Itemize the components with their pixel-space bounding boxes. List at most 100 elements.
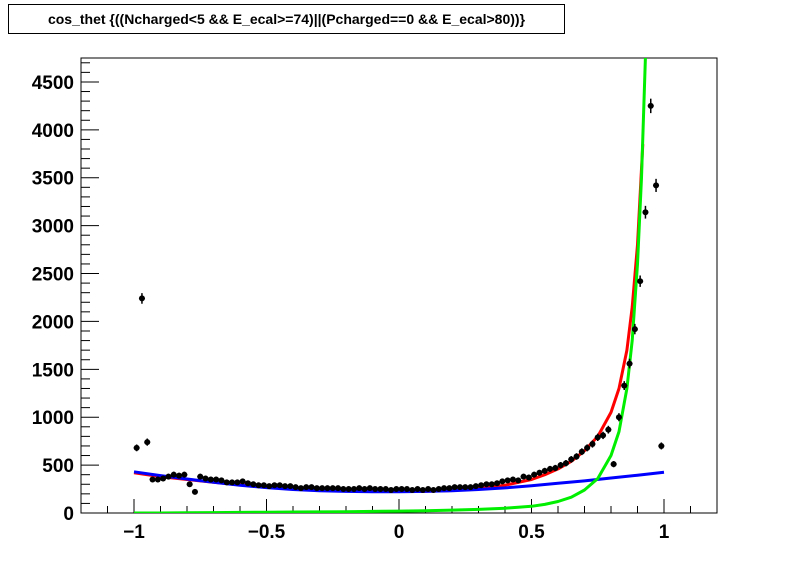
data-point: [329, 485, 336, 492]
data-point: [483, 481, 490, 488]
plot-frame: [80, 57, 718, 514]
data-point: [382, 486, 389, 493]
data-point: [165, 473, 172, 480]
y-tick-label: 2000: [32, 312, 74, 333]
data-point: [213, 476, 220, 483]
data-point: [154, 476, 161, 483]
data-point: [419, 487, 426, 494]
y-tick-label: 4500: [32, 73, 74, 94]
y-tick-label: 1500: [32, 360, 74, 381]
data-point: [324, 485, 331, 492]
data-point: [202, 475, 209, 482]
data-point: [504, 477, 511, 484]
data-point: [149, 476, 156, 483]
data-point: [525, 474, 532, 481]
data-point: [244, 480, 251, 487]
data-point: [319, 485, 326, 492]
data-point: [223, 479, 230, 486]
data-point: [536, 469, 543, 476]
data-point: [594, 434, 601, 441]
data-point: [377, 486, 384, 493]
data-point: [642, 209, 649, 216]
data-point: [531, 471, 538, 478]
x-tick-label: −0.5: [248, 522, 286, 543]
data-point: [361, 486, 368, 493]
data-point: [266, 483, 273, 490]
data-point: [409, 487, 416, 494]
data-point: [345, 486, 352, 493]
data-point: [292, 484, 299, 491]
data-point: [197, 473, 204, 480]
data-point: [547, 465, 554, 472]
data-point: [414, 486, 421, 493]
data-point: [435, 486, 442, 493]
x-tick-label: −1: [123, 522, 145, 543]
data-point: [271, 482, 278, 489]
data-point: [621, 382, 628, 389]
data-point: [176, 472, 183, 479]
data-point: [478, 482, 485, 489]
data-point: [573, 453, 580, 460]
tick-labels: −1 −0.5 0 0.5 1 0 500 1000 1500 2000 2500 3000 3500 4…: [32, 73, 670, 543]
data-point: [615, 414, 622, 421]
data-point: [260, 482, 267, 489]
x-tick-label: 1: [659, 522, 670, 543]
data-point: [520, 473, 527, 480]
y-tick-label: 2500: [32, 265, 74, 286]
data-point: [658, 442, 665, 449]
data-point: [467, 484, 474, 491]
data-point: [144, 439, 151, 446]
data-point: [472, 483, 479, 490]
data-point: [637, 278, 644, 285]
data-point: [589, 441, 596, 448]
data-point: [541, 467, 548, 474]
data-point: [308, 484, 315, 491]
data-point: [584, 444, 591, 451]
data-point: [488, 481, 495, 488]
data-point: [303, 484, 310, 491]
data-point: [552, 464, 559, 471]
data-points: [133, 98, 665, 495]
data-point: [562, 460, 569, 467]
data-point: [456, 484, 463, 491]
data-point: [366, 485, 373, 492]
data-point: [218, 477, 225, 484]
data-point: [451, 484, 458, 491]
data-point: [626, 360, 633, 367]
data-point: [186, 481, 193, 488]
data-point: [160, 475, 167, 482]
data-point: [647, 102, 654, 109]
data-point: [350, 486, 357, 493]
data-point: [446, 485, 453, 492]
data-point: [403, 486, 410, 493]
data-point: [229, 479, 236, 486]
data-point: [297, 485, 304, 492]
data-point: [430, 487, 437, 494]
data-point: [335, 485, 342, 492]
y-tick-label: 3500: [32, 169, 74, 190]
data-point: [494, 480, 501, 487]
fit-curve: [134, 58, 647, 513]
y-tick-label: 0: [63, 504, 74, 525]
data-point: [441, 485, 448, 492]
data-point: [250, 481, 257, 488]
data-point: [605, 426, 612, 433]
data-point: [425, 486, 432, 493]
data-point: [398, 486, 405, 493]
data-point: [276, 482, 283, 489]
data-point: [653, 182, 660, 189]
y-tick-label: 3000: [32, 217, 74, 238]
data-point: [239, 478, 246, 485]
x-tick-label: 0: [394, 522, 405, 543]
data-point: [499, 478, 506, 485]
data-point: [600, 432, 607, 439]
data-point: [287, 483, 294, 490]
data-point: [340, 486, 347, 493]
data-point: [234, 479, 241, 486]
data-point: [515, 477, 522, 484]
data-point: [255, 482, 262, 489]
data-point: [462, 484, 469, 491]
data-point: [610, 461, 617, 468]
data-point: [138, 295, 145, 302]
